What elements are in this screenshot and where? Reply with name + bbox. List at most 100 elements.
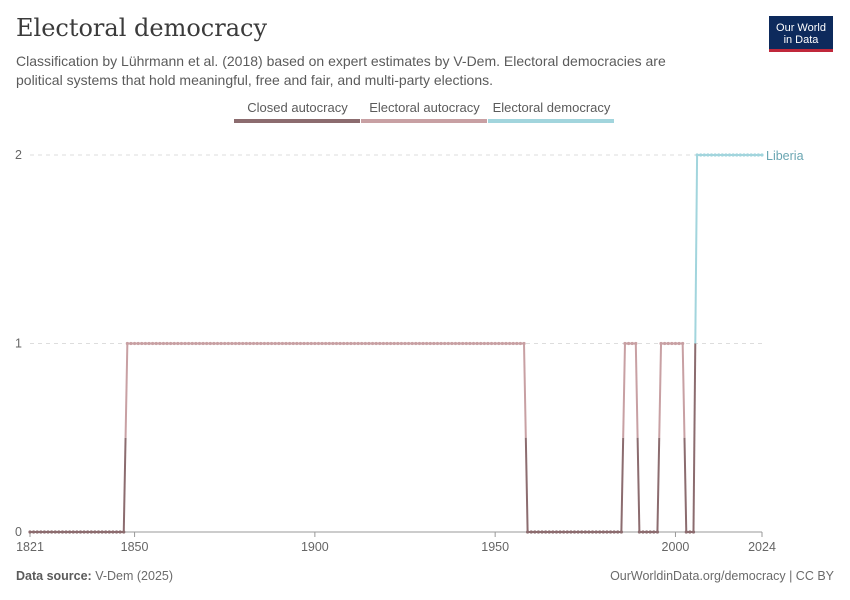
data-point (461, 341, 465, 346)
data-point (482, 341, 486, 346)
data-point (724, 153, 728, 157)
data-point (479, 341, 483, 346)
data-point (500, 341, 504, 346)
data-point (230, 341, 234, 346)
data-point (547, 530, 551, 534)
data-point (464, 341, 468, 346)
chart-subtitle: Classification by Lührmann et al. (2018)… (16, 53, 666, 88)
data-point (356, 341, 360, 346)
data-point (471, 341, 476, 346)
data-point (504, 341, 508, 346)
data-point (237, 341, 241, 346)
data-point (273, 341, 277, 346)
data-point (666, 341, 670, 346)
chart-title: Electoral democracy (16, 14, 268, 42)
data-point (605, 530, 609, 534)
data-source-value[interactable]: V-Dem (2025) (95, 569, 174, 583)
data-point (497, 341, 501, 346)
data-point (526, 530, 530, 534)
series-line-connector (523, 343, 527, 438)
data-point (269, 341, 274, 346)
footer-link[interactable]: OurWorldinData.org/democracy | CC BY (610, 569, 834, 583)
legend-item-closed-autocracy[interactable]: Closed autocracy (234, 100, 361, 123)
data-point (212, 341, 216, 346)
data-point (562, 530, 566, 534)
data-point (338, 341, 342, 346)
data-point (374, 341, 378, 346)
data-point (652, 530, 656, 534)
data-point (518, 341, 523, 346)
data-point (399, 341, 404, 346)
data-point (580, 530, 584, 534)
data-point (673, 341, 678, 346)
data-point (735, 153, 739, 157)
data-point (136, 341, 140, 346)
data-point (183, 341, 187, 346)
series-line-connector (622, 343, 626, 438)
legend-label: Electoral democracy (492, 100, 611, 115)
data-point (176, 341, 180, 346)
data-point (284, 341, 288, 346)
series-line-connector (634, 343, 639, 438)
data-point (241, 341, 245, 346)
series-line-connector (694, 154, 699, 344)
data-point (623, 341, 627, 346)
data-point (598, 530, 602, 534)
data-point (742, 153, 746, 157)
data-point (288, 341, 292, 346)
owid-logo[interactable]: Our World in Data (769, 16, 833, 52)
data-point (334, 341, 339, 346)
data-point (280, 341, 285, 346)
data-point (529, 530, 533, 534)
data-point (313, 341, 317, 346)
data-point (507, 341, 512, 346)
x-tick-label: 1900 (301, 540, 329, 554)
series-line-connector (620, 437, 625, 533)
data-point (569, 530, 573, 534)
data-point (753, 153, 757, 157)
data-point (248, 341, 252, 346)
data-point (86, 530, 90, 534)
series-line-connector (122, 437, 127, 533)
data-point (277, 341, 281, 346)
data-point (57, 530, 61, 534)
data-point (100, 530, 104, 534)
data-point (511, 341, 515, 346)
data-point (118, 530, 122, 534)
legend: Closed autocracy Electoral autocracy Ele… (234, 100, 615, 123)
data-point (161, 341, 166, 346)
data-point (114, 530, 119, 534)
data-point (533, 530, 537, 534)
x-tick-label: 1850 (121, 540, 149, 554)
data-point (655, 530, 660, 534)
data-point (64, 530, 68, 534)
x-tick-label: 1950 (481, 540, 509, 554)
legend-item-electoral-autocracy[interactable]: Electoral autocracy (361, 100, 488, 123)
data-point (143, 341, 147, 346)
data-point (410, 341, 414, 346)
data-point (28, 530, 32, 534)
data-point (453, 341, 458, 346)
data-point (132, 341, 137, 346)
legend-item-electoral-democracy[interactable]: Electoral democracy (488, 100, 615, 123)
data-point (208, 341, 212, 346)
data-point (107, 530, 111, 534)
x-tick-label: 2024 (748, 540, 776, 554)
series-line-connector (656, 437, 661, 533)
legend-label: Closed autocracy (247, 100, 348, 115)
data-point (439, 341, 443, 346)
data-point (551, 530, 555, 534)
data-point (342, 341, 346, 346)
data-point (78, 530, 83, 534)
data-point (392, 341, 396, 346)
data-point (619, 530, 623, 534)
data-point (695, 153, 699, 157)
data-point (331, 341, 335, 346)
data-point (316, 341, 321, 346)
logo-line-1: Our World (776, 22, 826, 34)
data-point (172, 341, 176, 346)
data-point (489, 341, 494, 346)
series-line-connector (658, 343, 663, 438)
data-point (688, 530, 692, 534)
data-point (266, 341, 270, 346)
